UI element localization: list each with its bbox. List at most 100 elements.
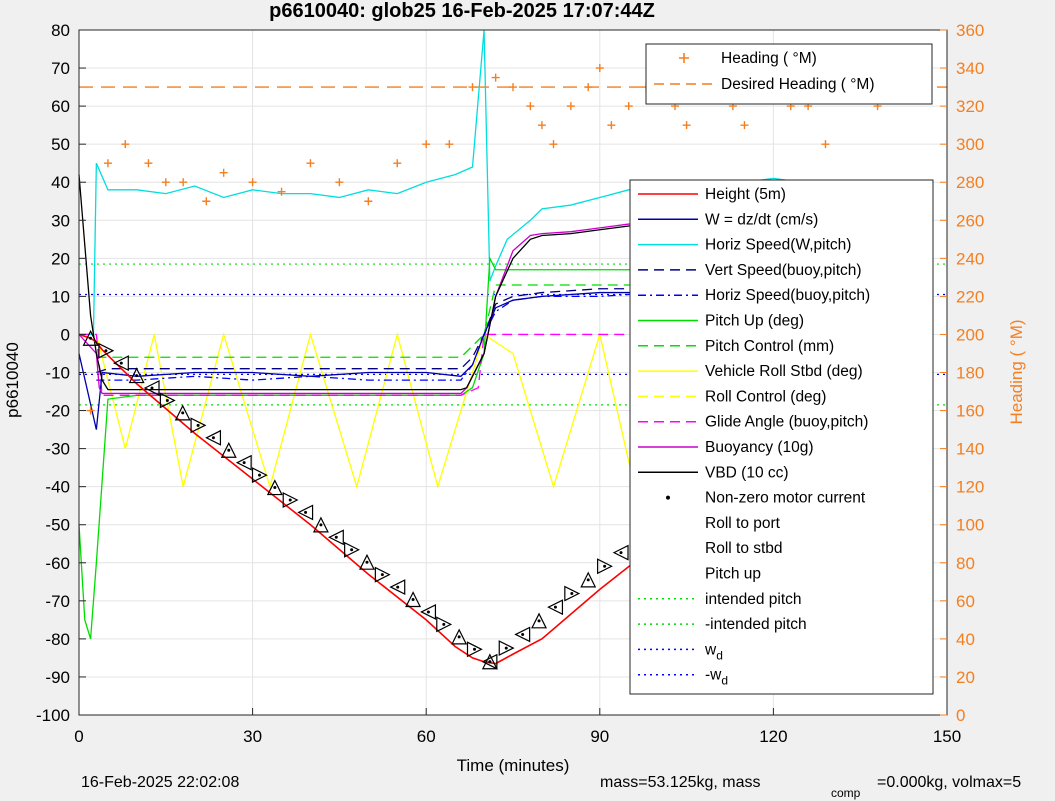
legend-label: Horiz Speed(W,pitch) <box>705 237 851 254</box>
y2-tick-label: 240 <box>956 249 984 268</box>
heading-point <box>179 178 188 187</box>
motor-current-dot <box>304 510 308 514</box>
x-tick-label: 150 <box>933 727 961 746</box>
motor-current-dot <box>165 398 169 402</box>
heading-point <box>393 159 402 168</box>
y-tick-label: -10 <box>45 364 70 383</box>
footer-mass: mass=53.125kg, mass <box>600 774 761 791</box>
roll-stbd-marker <box>98 342 115 359</box>
roll-stbd-marker <box>251 467 268 484</box>
motor-current-dot <box>457 635 461 639</box>
y-tick-label: -60 <box>45 554 70 573</box>
roll-port-marker <box>481 653 498 670</box>
roll-stbd-marker <box>466 641 483 658</box>
motor-current-dot <box>442 622 446 626</box>
y-tick-label: -20 <box>45 402 70 421</box>
heading-point <box>584 83 593 92</box>
motor-current-dot <box>411 598 415 602</box>
heading-point <box>526 102 535 111</box>
y2-tick-label: 220 <box>956 287 984 306</box>
legend-swatch-dot <box>666 495 670 500</box>
roll-stbd-marker <box>498 640 515 657</box>
legend-label: Desired Heading ( °M) <box>721 76 875 93</box>
motor-current-dot <box>488 660 492 664</box>
heading-point <box>121 140 130 149</box>
motor-current-dot <box>396 585 400 589</box>
roll-port-marker <box>389 579 406 596</box>
x-tick-label: 90 <box>590 727 609 746</box>
roll-port-marker <box>235 454 252 471</box>
y2-tick-label: 40 <box>956 630 975 649</box>
motor-current-dot <box>257 473 261 477</box>
roll-port-marker <box>297 504 314 521</box>
y-tick-label: -40 <box>45 478 70 497</box>
heading-point <box>468 83 477 92</box>
pitch-up-marker <box>451 628 468 645</box>
roll-port-marker <box>205 429 222 446</box>
pitch-up-marker <box>220 441 237 458</box>
motor-current-dot <box>104 349 108 353</box>
y-tick-label: 50 <box>51 135 70 154</box>
pitch-up-marker <box>174 404 191 421</box>
pitch-up-marker <box>405 591 422 608</box>
y-tick-label: 10 <box>51 287 70 306</box>
roll-port-marker <box>547 599 564 616</box>
x-tick-label: 30 <box>243 727 262 746</box>
motor-current-dot <box>504 646 508 650</box>
y-tick-label: -100 <box>36 706 70 725</box>
legend-label: Vehicle Roll Stbd (deg) <box>705 363 863 380</box>
motor-current-dot <box>150 386 154 390</box>
y-tick-label: 20 <box>51 249 70 268</box>
x-tick-label: 0 <box>74 727 83 746</box>
motor-current-dot <box>619 551 623 555</box>
heading-point <box>161 178 170 187</box>
y2-tick-label: 140 <box>956 440 984 459</box>
pitch-up-marker <box>481 653 498 670</box>
motor-current-dot <box>242 461 246 465</box>
motor-current-dot <box>350 548 354 552</box>
legend-label: Glide Angle (buoy,pitch) <box>705 414 868 431</box>
x-axis-label: Time (minutes) <box>457 756 570 775</box>
roll-port-marker <box>112 355 129 372</box>
legend-label: Pitch up <box>705 566 761 583</box>
heading-point <box>422 140 431 149</box>
y-tick-label: -80 <box>45 630 70 649</box>
y2-tick-label: 60 <box>956 592 975 611</box>
roll-port-marker <box>612 544 629 561</box>
legend-label: Height (5m) <box>705 186 786 203</box>
y2-tick-label: 360 <box>956 21 984 40</box>
heading-point <box>219 168 228 177</box>
roll-port-marker <box>327 529 344 546</box>
roll-stbd-marker <box>344 541 360 558</box>
motor-current-dot <box>181 411 185 415</box>
y-tick-label: -70 <box>45 592 70 611</box>
y2-tick-label: 280 <box>956 173 984 192</box>
legend-label: Non-zero motor current <box>705 490 866 507</box>
motor-current-dot <box>603 564 607 568</box>
x-axis-ticks: 0 30 60 90 120 150 <box>74 708 961 746</box>
motor-current-dot <box>334 535 338 539</box>
y2-tick-label: 0 <box>956 706 965 725</box>
motor-current-dot <box>586 578 590 582</box>
y2-tick-label: 20 <box>956 668 975 687</box>
heading-point <box>86 406 95 415</box>
motor-current-dot <box>521 632 525 636</box>
y2-tick-label: 100 <box>956 516 984 535</box>
y2-tick-label: 300 <box>956 135 984 154</box>
legend-label: Vert Speed(buoy,pitch) <box>705 262 862 279</box>
motor-current-dot <box>426 610 430 614</box>
y-tick-label: -90 <box>45 668 70 687</box>
roll-stbd-marker <box>282 492 299 508</box>
roll-stbd-marker <box>564 585 581 602</box>
roll-stbd-marker <box>436 616 453 633</box>
motor-current-dot <box>119 361 123 365</box>
motor-current-dot <box>472 647 476 651</box>
pitch-up-marker <box>128 367 145 384</box>
pitch-up-marker <box>359 553 375 570</box>
legend-label: intended pitch <box>705 591 802 608</box>
legend-label: Heading ( °M) <box>721 50 817 67</box>
reference-lines <box>79 86 947 406</box>
heading-point <box>566 102 575 111</box>
motor-current-dot <box>380 573 384 577</box>
